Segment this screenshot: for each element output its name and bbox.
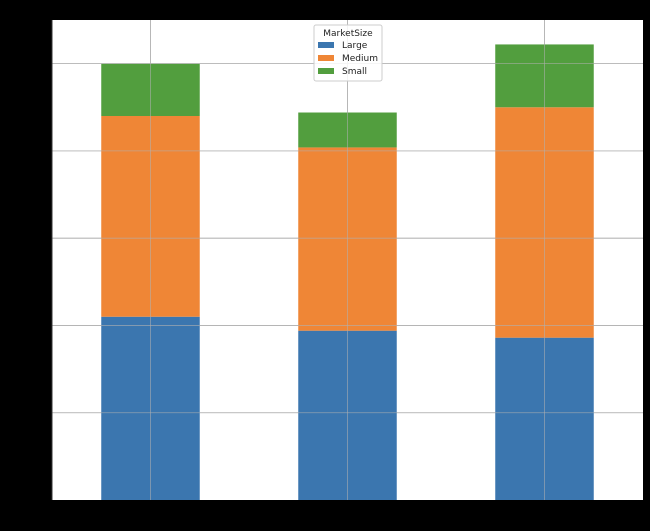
legend-swatch-small: [318, 68, 334, 74]
legend-label-large: Large: [342, 41, 368, 51]
legend: MarketSize Large Medium Small: [313, 24, 383, 82]
legend-box: [313, 24, 383, 82]
legend-title: MarketSize: [323, 29, 373, 39]
bars: [52, 20, 643, 500]
legend-swatch-medium: [318, 55, 334, 61]
legend-label-small: Small: [342, 67, 367, 77]
legend-label-medium: Medium: [342, 54, 378, 64]
legend-swatch-large: [318, 42, 334, 48]
